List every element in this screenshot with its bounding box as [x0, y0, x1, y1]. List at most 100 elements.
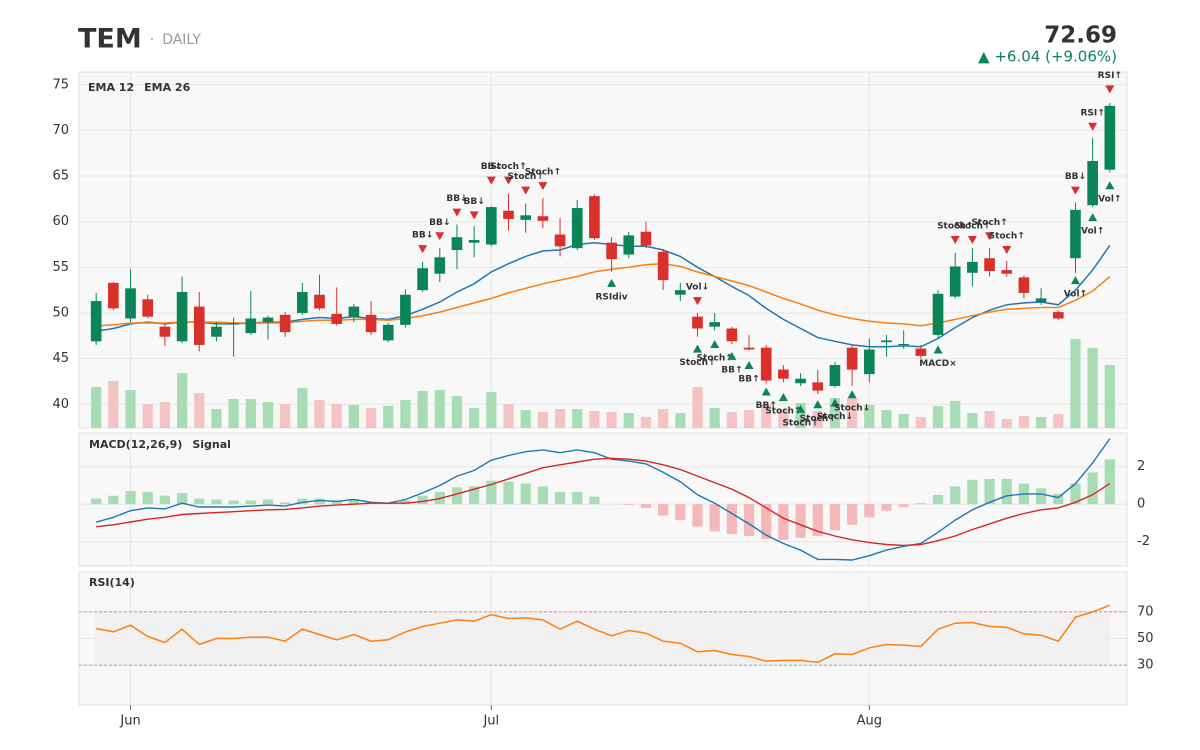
y-tick-label: 70 — [52, 123, 69, 138]
interval: DAILY — [162, 32, 201, 48]
candle-body — [193, 306, 205, 345]
histogram-bar — [1087, 472, 1098, 505]
y-tick-label: 30 — [1137, 658, 1154, 673]
signal-label: Stoch↓ — [834, 404, 870, 414]
histogram-bar — [142, 492, 153, 505]
candle-body — [434, 257, 446, 274]
volume-bar — [658, 409, 669, 428]
y-tick-label: 50 — [1137, 631, 1154, 646]
candle-body — [589, 196, 600, 239]
candle-body — [932, 293, 944, 335]
candle-body — [726, 328, 738, 342]
histogram-bar — [692, 504, 703, 527]
signal-marker — [469, 211, 479, 220]
candle-body — [245, 318, 257, 334]
candle-body — [228, 323, 239, 325]
candle-body — [125, 288, 136, 319]
histogram-bar — [864, 504, 875, 518]
histogram-bar — [812, 504, 823, 537]
signal-marker — [1088, 213, 1098, 222]
signal-label: MACD× — [919, 359, 957, 369]
legend-entry: RSI(14) — [89, 576, 135, 589]
candle-body — [108, 282, 119, 309]
symbol: TEM — [78, 24, 142, 55]
volume-bar — [1001, 419, 1012, 428]
histogram-bar — [950, 486, 961, 505]
volume-bar — [434, 390, 445, 428]
histogram-bar — [91, 498, 102, 505]
y-tick-label: 45 — [52, 351, 69, 366]
histogram-bar — [1104, 459, 1115, 505]
y-tick-label: 65 — [52, 169, 69, 184]
signal-label: Stoch↑ — [782, 418, 818, 428]
volume-bar — [297, 388, 308, 428]
candle-body — [331, 313, 343, 324]
candle-body — [640, 231, 652, 246]
signal-marker — [830, 398, 840, 407]
signal-marker — [847, 390, 857, 399]
volume-bar — [125, 390, 136, 428]
y-tick-label: 50 — [52, 305, 69, 320]
candle-body — [571, 208, 583, 249]
candle-body — [795, 378, 806, 384]
y-tick-label: 60 — [52, 214, 69, 229]
candle-body — [709, 322, 720, 327]
legend-entry: MACD(12,26,9) — [89, 438, 182, 451]
volume-bar — [245, 399, 256, 428]
histogram-bar — [280, 502, 291, 505]
candle-body — [1052, 312, 1064, 319]
histogram-bar — [245, 500, 256, 505]
volume-bar — [194, 393, 205, 428]
candle-body — [503, 210, 514, 219]
candle-body — [760, 347, 772, 381]
signal-label: BB↓ — [429, 218, 450, 228]
histogram-bar — [297, 498, 308, 505]
y-tick-label: 75 — [52, 77, 69, 92]
signal-marker — [796, 404, 806, 413]
separator: · — [150, 32, 154, 48]
volume-bar — [726, 412, 737, 428]
histogram-bar — [709, 504, 720, 532]
last-price: 72.69 — [1044, 23, 1117, 49]
volume-bar — [967, 413, 978, 428]
histogram-bar — [314, 498, 325, 505]
volume-bar — [280, 404, 291, 428]
signal-label: Vol↓ — [686, 283, 709, 293]
price-change: ▲ +6.04 (+9.06%) — [978, 48, 1117, 66]
signal-marker — [1105, 85, 1115, 94]
volume-bar — [228, 399, 239, 428]
candle-body — [142, 299, 154, 317]
signal-marker — [1070, 276, 1080, 285]
candle-body — [881, 340, 892, 343]
candle-body — [554, 234, 566, 247]
candle-body — [1087, 161, 1098, 206]
histogram-bar — [400, 500, 411, 505]
signal-marker — [486, 176, 496, 185]
candle-body — [1018, 277, 1030, 293]
candle-body — [486, 207, 497, 245]
candle-body — [400, 294, 411, 325]
volume-bar — [211, 409, 222, 428]
signal-label: BB↑ — [738, 375, 759, 385]
volume-bar — [795, 403, 806, 428]
volume-bar — [520, 410, 531, 428]
volume-bar — [606, 412, 617, 428]
candle-body — [846, 347, 858, 370]
volume-bar — [1035, 417, 1047, 428]
histogram-bar — [1035, 488, 1047, 505]
signal-label: Vol↑ — [1098, 195, 1121, 205]
signal-marker — [967, 235, 977, 244]
signal-marker — [744, 361, 754, 370]
panel-background — [78, 71, 1128, 429]
signal-label: Vol↑ — [1064, 290, 1087, 300]
volume-bar — [417, 391, 428, 428]
histogram-bar — [211, 499, 222, 505]
volume-bar — [864, 405, 875, 428]
volume-bar — [950, 401, 961, 428]
volume-bar — [554, 409, 566, 428]
volume-bar — [91, 387, 102, 428]
histogram-bar — [658, 504, 669, 516]
signal-marker — [985, 232, 995, 241]
histogram-bar — [125, 491, 136, 505]
